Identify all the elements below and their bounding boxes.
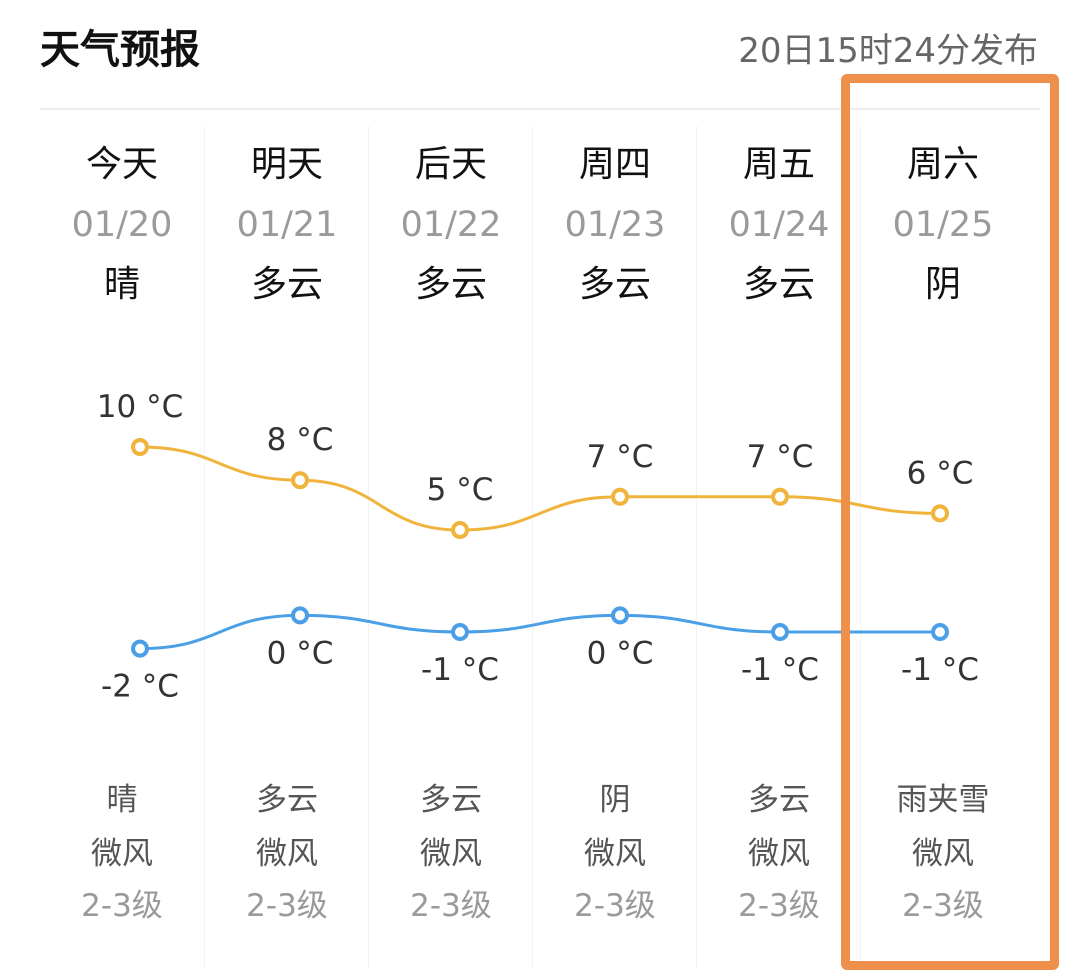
- day-column[interactable]: 今天 01/20 晴 晴 微风 2-3级: [40, 126, 204, 968]
- wind-level: 2-3级: [738, 888, 820, 924]
- day-label: 周四: [578, 144, 651, 185]
- wind-level: 2-3级: [902, 888, 984, 924]
- day-column[interactable]: 周五 01/24 多云 多云 微风 2-3级: [696, 126, 861, 968]
- date-label: 01/21: [236, 205, 338, 245]
- day-label: 今天: [85, 144, 158, 185]
- publish-time: 20日15时24分发布: [738, 31, 1038, 71]
- date-label: 01/23: [564, 205, 666, 245]
- wind-label: 微风: [912, 836, 974, 872]
- wind-label: 微风: [748, 836, 810, 872]
- page-title: 天气预报: [40, 27, 200, 73]
- date-label: 01/20: [71, 205, 173, 245]
- night-condition: 晴: [106, 782, 138, 818]
- day-label: 后天: [414, 144, 487, 185]
- wind-level: 2-3级: [246, 888, 328, 924]
- day-condition: 阴: [924, 264, 961, 305]
- wind-label: 微风: [420, 836, 482, 872]
- day-condition: 多云: [414, 264, 487, 305]
- night-condition: 多云: [420, 782, 482, 818]
- wind-label: 微风: [584, 836, 646, 872]
- day-label: 明天: [250, 144, 323, 185]
- day-column[interactable]: 周四 01/23 多云 阴 微风 2-3级: [532, 126, 697, 968]
- date-label: 01/25: [892, 205, 994, 245]
- date-label: 01/24: [728, 205, 830, 245]
- forecast-header: 天气预报 20日15时24分发布: [40, 0, 1040, 110]
- wind-level: 2-3级: [81, 888, 163, 924]
- night-condition: 多云: [256, 782, 318, 818]
- day-condition: 多云: [578, 264, 651, 305]
- wind-level: 2-3级: [410, 888, 492, 924]
- date-label: 01/22: [400, 205, 502, 245]
- day-condition: 多云: [250, 264, 323, 305]
- day-column[interactable]: 周六 01/25 阴 雨夹雪 微风 2-3级: [860, 126, 1025, 968]
- day-condition: 晴: [103, 264, 140, 305]
- wind-label: 微风: [91, 836, 153, 872]
- wind-level: 2-3级: [574, 888, 656, 924]
- day-label: 周六: [906, 144, 979, 185]
- day-label: 周五: [742, 144, 815, 185]
- day-condition: 多云: [742, 264, 815, 305]
- night-condition: 雨夹雪: [896, 782, 990, 818]
- day-column[interactable]: 后天 01/22 多云 多云 微风 2-3级: [368, 126, 533, 968]
- wind-label: 微风: [256, 836, 318, 872]
- day-column[interactable]: 明天 01/21 多云 多云 微风 2-3级: [204, 126, 369, 968]
- night-condition: 多云: [748, 782, 810, 818]
- night-condition: 阴: [599, 782, 631, 818]
